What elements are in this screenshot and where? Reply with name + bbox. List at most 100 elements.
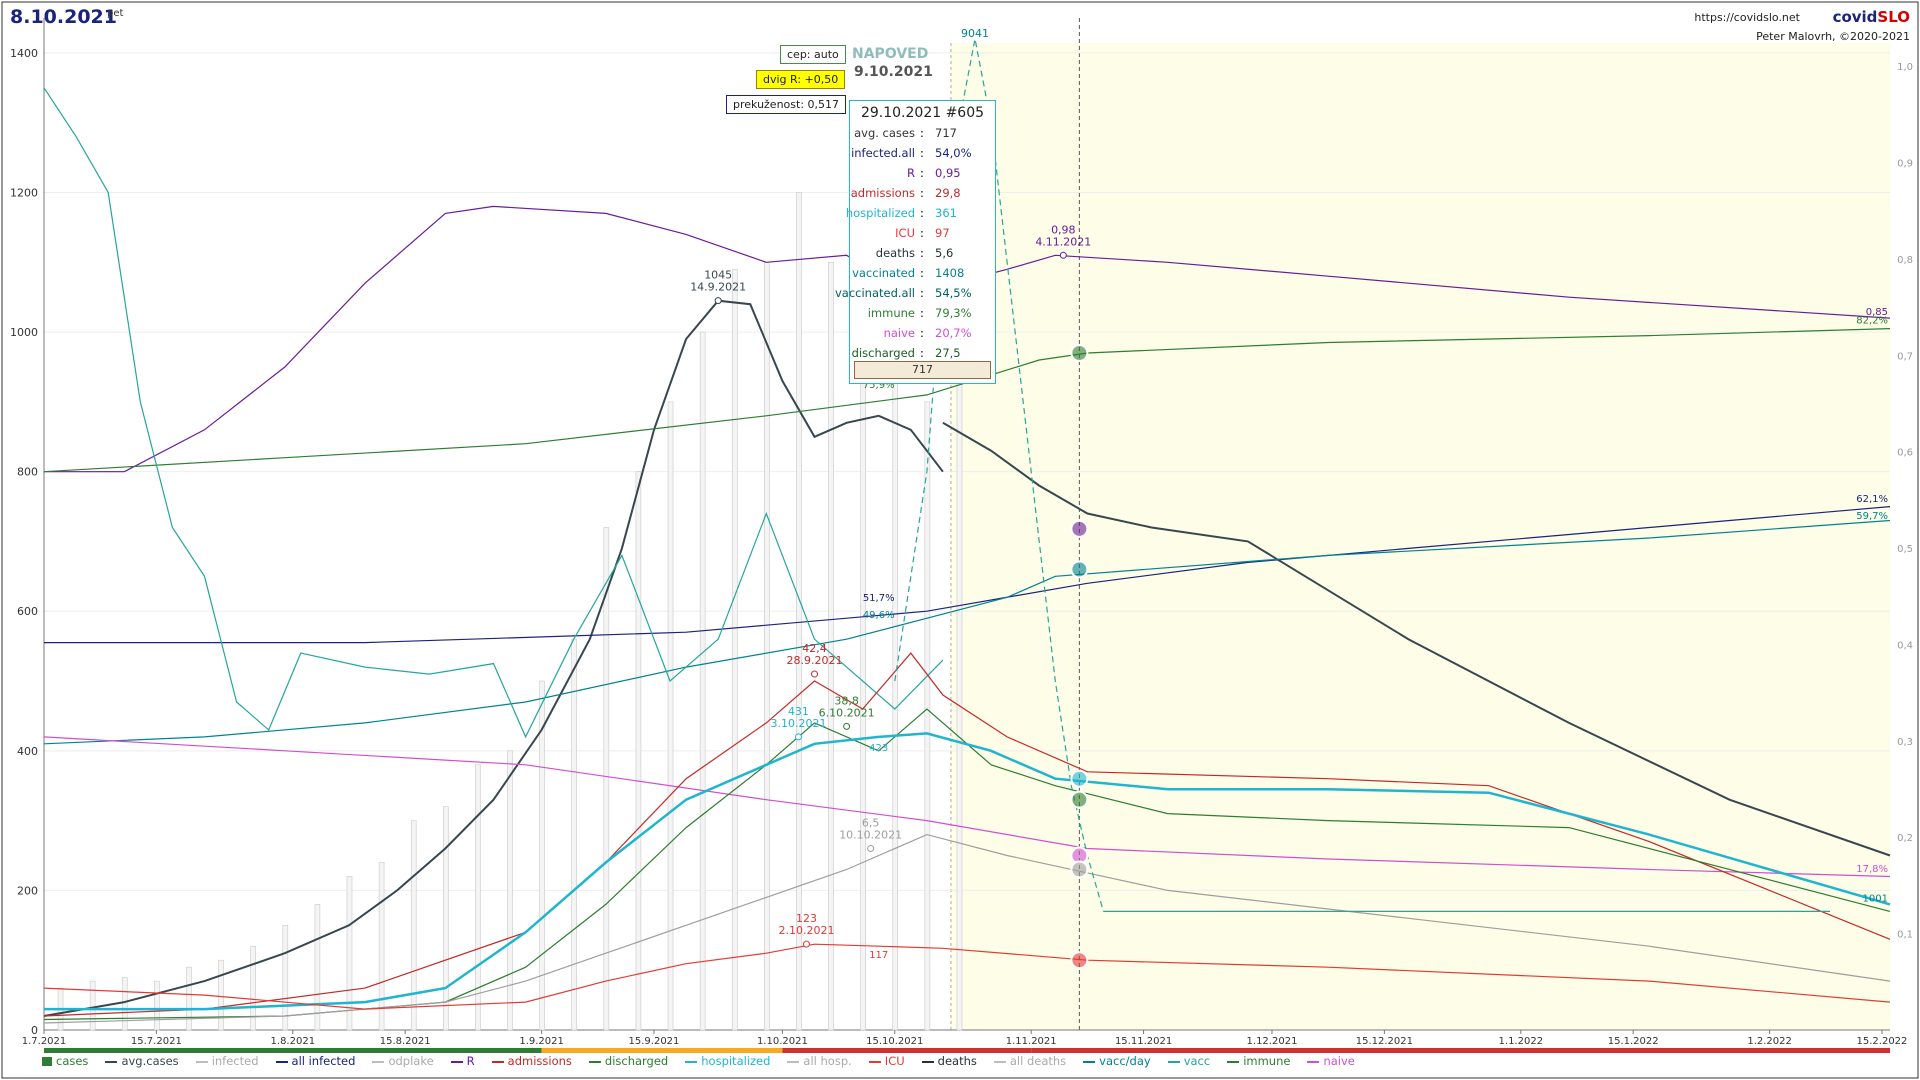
- tooltip-footer: 717: [854, 361, 991, 379]
- cursor-point: [1070, 560, 1089, 579]
- legend-item[interactable]: infected: [195, 1054, 259, 1068]
- legend-label: immune: [1243, 1054, 1291, 1068]
- case-bar: [121, 977, 128, 1031]
- legend-item[interactable]: vacc/day: [1083, 1054, 1151, 1068]
- cep-control-button[interactable]: cep: auto: [780, 45, 846, 64]
- legend-item[interactable]: all infected: [275, 1054, 355, 1068]
- tooltip-colon: :: [920, 146, 924, 160]
- annotation-date: 4.11.2021: [1035, 235, 1091, 248]
- legend-item[interactable]: immune: [1227, 1054, 1290, 1068]
- annotation-value: 123: [796, 912, 817, 925]
- tooltip-row: vaccinated:1408: [850, 263, 995, 283]
- tooltip-colon: :: [920, 286, 924, 300]
- series-line: [44, 205, 1891, 473]
- tooltip-row: discharged:27,5: [850, 343, 995, 363]
- tooltip-key: deaths: [875, 246, 915, 260]
- legend-item[interactable]: admissions: [491, 1054, 572, 1068]
- tooltip-value: 717: [935, 126, 957, 140]
- y2-tick-label: 0,1: [1897, 930, 1913, 941]
- annotation-date: 3.10.2021: [770, 717, 826, 730]
- case-bar: [956, 366, 963, 1031]
- annotation-marker: [843, 722, 851, 730]
- legend-label: R: [466, 1054, 475, 1068]
- legend-item[interactable]: ICU: [868, 1054, 905, 1068]
- tooltip-row: avg. cases:717: [850, 123, 995, 143]
- case-bar: [475, 764, 481, 1031]
- cursor-point: [1070, 769, 1089, 788]
- legend-item[interactable]: cases: [42, 1054, 88, 1068]
- annotation-value: 0,98: [1051, 223, 1076, 236]
- tooltip-row: vaccinated.all:54,5%: [835, 283, 995, 303]
- tooltip-colon: :: [920, 186, 924, 200]
- case-bar: [892, 366, 899, 1031]
- forecast-region: [950, 43, 1890, 1030]
- tooltip-row: admissions:29,8: [850, 183, 995, 203]
- y-tick-label: 600: [17, 605, 38, 618]
- site-url-link[interactable]: https://covidslo.net: [1694, 11, 1800, 24]
- legend-item[interactable]: deaths: [921, 1054, 977, 1068]
- case-bar: [828, 261, 834, 1031]
- y-tick-label: 400: [17, 745, 38, 758]
- x-tick-label: 1.11.2021: [1006, 1036, 1057, 1047]
- series-line: [43, 736, 1891, 878]
- legend-item[interactable]: odplake: [372, 1054, 434, 1068]
- tooltip-colon: :: [920, 206, 924, 220]
- brand-part-b: SLO: [1877, 8, 1910, 26]
- legend-swatch: [787, 1060, 800, 1063]
- x-tick-label: 1.10.2021: [757, 1036, 808, 1047]
- y2-tick-label: 1,0: [1897, 62, 1913, 73]
- series-line: [942, 421, 1891, 857]
- legend-item[interactable]: discharged: [588, 1054, 668, 1068]
- brand-logo[interactable]: covidSLO: [1833, 8, 1910, 26]
- legend-label: infected: [211, 1054, 259, 1068]
- legend-label: deaths: [937, 1054, 977, 1068]
- legend-item[interactable]: naive: [1307, 1054, 1355, 1068]
- end-label: 0,85: [1866, 307, 1888, 318]
- y-tick-label: 0: [31, 1024, 38, 1037]
- annotation-marker: [811, 670, 819, 678]
- tooltip-row: deaths:5,6: [850, 243, 995, 263]
- legend-item[interactable]: avg.cases: [105, 1054, 179, 1068]
- cursor-point: [1070, 951, 1089, 970]
- legend-swatch: [372, 1060, 385, 1063]
- legend-item[interactable]: R: [450, 1054, 475, 1068]
- legend-item[interactable]: hospitalized: [685, 1054, 770, 1068]
- x-tick-label: 15.1.2022: [1608, 1036, 1659, 1047]
- legend-swatch: [868, 1060, 881, 1063]
- cursor-point: [1070, 344, 1089, 363]
- prekuzenost-control-button[interactable]: prekuženost: 0,517: [726, 95, 847, 114]
- x-tick-label: 1.8.2021: [271, 1036, 316, 1047]
- case-bar: [603, 527, 610, 1031]
- mid-label: 51,7%: [863, 593, 895, 604]
- tooltip-rows: avg. cases:717 infected.all:54,0% R:0,95 ad…: [835, 123, 995, 363]
- annotation-marker: [714, 297, 722, 305]
- x-tick-label: 15.9.2021: [629, 1036, 680, 1047]
- annotation-marker: [1059, 251, 1067, 259]
- tooltip-colon: :: [920, 306, 924, 320]
- x-tick-label: 1.1.2022: [1499, 1036, 1544, 1047]
- series-line: [44, 506, 1891, 644]
- y2-tick-label: 0,2: [1897, 833, 1913, 844]
- tooltip-row: ICU:97: [850, 223, 995, 243]
- legend-label: all deaths: [1009, 1054, 1067, 1068]
- status-band-segment: [782, 1048, 1032, 1053]
- legend-item[interactable]: vacc: [1167, 1054, 1210, 1068]
- y-tick-label: 200: [17, 884, 38, 897]
- legend-item[interactable]: all deaths: [993, 1054, 1067, 1068]
- mid-label: 49,6%: [863, 610, 895, 621]
- legend-item[interactable]: all hosp.: [787, 1054, 852, 1068]
- case-bar: [796, 192, 802, 1031]
- dvig-r-control-button[interactable]: dvig R: +0,50: [756, 70, 846, 89]
- y2-tick-label: 0,4: [1897, 640, 1913, 651]
- series-line: [43, 652, 1891, 1017]
- case-bar: [282, 925, 289, 1031]
- series-line: [44, 732, 1891, 1011]
- legend-label: cases: [56, 1054, 89, 1068]
- tooltip-value: 27,5: [935, 346, 961, 360]
- x-tick-label: 15.11.2021: [1115, 1036, 1172, 1047]
- case-bar: [410, 820, 417, 1031]
- tooltip-colon: :: [920, 266, 924, 280]
- tooltip-value: 20,7%: [935, 326, 972, 340]
- tooltip-colon: :: [920, 346, 924, 360]
- case-bar: [731, 268, 738, 1031]
